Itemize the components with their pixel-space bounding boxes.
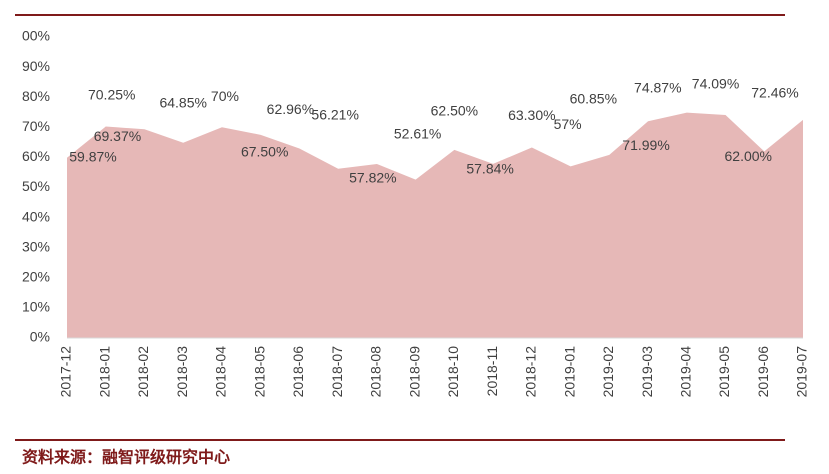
x-tick-label: 2018-09 <box>406 346 422 398</box>
x-tick-label: 2018-07 <box>329 346 345 398</box>
data-label: 59.87% <box>69 148 116 164</box>
data-label: 70.25% <box>88 86 135 102</box>
x-tick-label: 2018-06 <box>290 346 306 398</box>
y-tick-label: 10% <box>22 299 50 315</box>
data-label: 69.37% <box>94 128 141 144</box>
data-label: 71.99% <box>622 137 669 153</box>
y-tick-label: 0% <box>30 329 50 345</box>
x-tick-label: 2018-02 <box>135 346 151 398</box>
source-note: 资料来源：融智评级研究中心 <box>22 448 230 467</box>
x-tick-label: 2019-02 <box>600 346 616 398</box>
y-tick-label: 70% <box>22 118 50 134</box>
y-tick-label: 50% <box>22 178 50 194</box>
x-tick-label: 2018-01 <box>96 346 112 398</box>
area <box>67 112 803 338</box>
data-label: 72.46% <box>751 85 798 101</box>
x-tick-label: 2018-05 <box>251 346 267 398</box>
x-tick-label: 2018-12 <box>523 346 539 398</box>
y-tick-label: 90% <box>22 58 50 74</box>
x-tick-label: 2019-01 <box>561 346 577 398</box>
data-label: 64.85% <box>159 95 206 111</box>
data-label: 70% <box>211 88 239 104</box>
data-label: 60.85% <box>570 91 617 107</box>
data-label: 67.50% <box>241 144 288 160</box>
y-tick-label: 30% <box>22 238 50 254</box>
x-tick-label: 2019-07 <box>794 346 810 398</box>
data-label: 62.96% <box>267 101 314 117</box>
x-tick-label: 2018-03 <box>174 346 190 398</box>
data-label: 57% <box>554 116 582 132</box>
x-tick-label: 2018-08 <box>368 346 384 398</box>
x-tick-label: 2019-04 <box>677 346 693 398</box>
y-tick-label: 00% <box>22 28 50 44</box>
x-tick-label: 2018-11 <box>484 346 500 397</box>
x-tick-label: 2018-10 <box>445 346 461 398</box>
y-tick-label: 60% <box>22 148 50 164</box>
x-tick-label: 2019-05 <box>716 346 732 398</box>
data-label: 62.50% <box>431 103 478 119</box>
data-label: 57.82% <box>349 170 396 186</box>
x-tick-label: 2018-04 <box>213 346 229 398</box>
data-label: 74.09% <box>692 76 739 92</box>
data-label: 52.61% <box>394 125 441 141</box>
data-label: 63.30% <box>508 107 555 123</box>
x-tick-label: 2019-03 <box>639 346 655 398</box>
x-tick-label: 2017-12 <box>58 346 74 398</box>
data-label: 56.21% <box>311 107 358 123</box>
y-tick-label: 20% <box>22 269 50 285</box>
data-label: 62.00% <box>725 148 772 164</box>
x-tick-label: 2019-06 <box>755 346 771 398</box>
y-tick-label: 80% <box>22 88 50 104</box>
data-label: 74.87% <box>634 79 681 95</box>
data-label: 57.84% <box>466 161 513 177</box>
y-tick-label: 40% <box>22 208 50 224</box>
